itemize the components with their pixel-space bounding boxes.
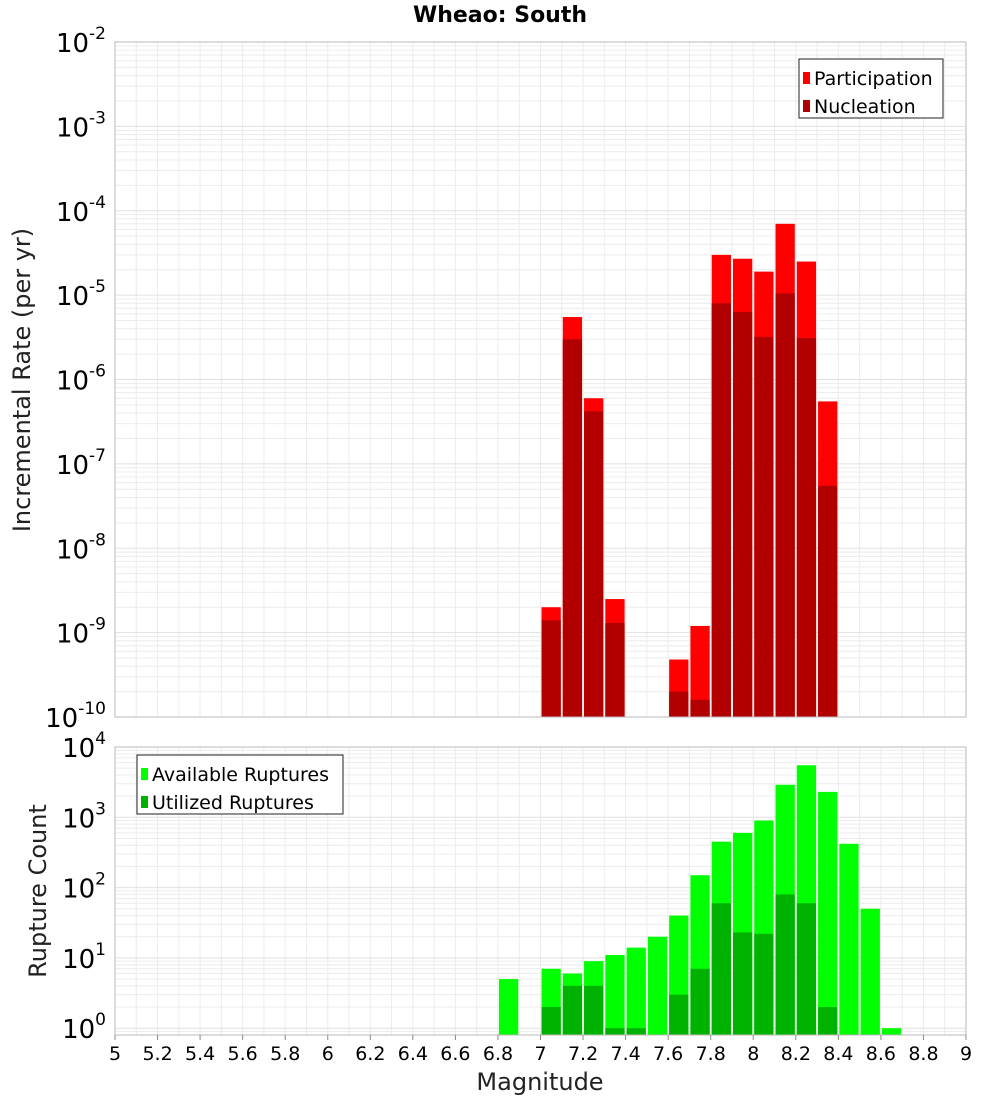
- top-bar-nucleation: [562, 339, 583, 717]
- x-tick-label: 8.2: [781, 1043, 811, 1065]
- top-y-tick-label: 10-10: [45, 699, 106, 734]
- top-y-tick-label: 10-9: [56, 615, 106, 650]
- x-tick-label: 6: [322, 1043, 334, 1065]
- x-tick-label: 8.6: [866, 1043, 896, 1065]
- bottom-bar-available-ruptures: [818, 791, 838, 1035]
- bottom-y-tick-label: 104: [62, 729, 106, 764]
- top-legend-swatch: [803, 72, 810, 84]
- bottom-legend: Available Ruptures Utilized Ruptures: [136, 754, 344, 815]
- bottom-y-axis-label: Rupture Count: [24, 804, 52, 978]
- top-y-axis-label: Incremental Rate (per yr): [8, 228, 36, 532]
- bottom-bar-available-ruptures: [881, 1028, 902, 1035]
- top-bar-nucleation: [732, 312, 753, 717]
- bottom-legend-box: [136, 754, 344, 815]
- x-tick-label: 5.2: [142, 1043, 172, 1065]
- x-tick-label: 8.4: [823, 1043, 853, 1065]
- bottom-legend-swatch: [141, 768, 148, 780]
- top-legend: Participation Nucleation: [798, 58, 944, 119]
- top-bar-nucleation: [690, 699, 710, 717]
- top-y-tick-label: 10-3: [56, 108, 106, 143]
- bottom-bar-available-ruptures: [647, 936, 668, 1035]
- bottom-bar-utilized-ruptures: [754, 933, 774, 1035]
- bottom-bar-utilized-ruptures: [626, 1028, 646, 1035]
- x-axis-label: Magnitude: [476, 1068, 603, 1096]
- top-y-tick-label: 10-4: [56, 193, 106, 228]
- bottom-bar-available-ruptures: [839, 843, 859, 1035]
- top-bar-nucleation: [605, 623, 625, 717]
- bottom-legend-swatch: [141, 796, 148, 808]
- x-tick-label: 7: [534, 1043, 546, 1065]
- top-bar-nucleation: [669, 691, 689, 717]
- bottom-y-tick-label: 103: [62, 799, 106, 834]
- top-legend-box: [798, 58, 944, 119]
- bottom-y-tick-label: 101: [62, 940, 106, 975]
- top-y-tick-label: 10-7: [56, 446, 106, 481]
- top-bar-nucleation: [754, 336, 774, 717]
- bottom-bar-utilized-ruptures: [562, 985, 583, 1035]
- x-tick-label: 6.4: [398, 1043, 428, 1065]
- top-bar-nucleation: [584, 411, 604, 717]
- top-y-tick-label: 10-5: [56, 277, 106, 312]
- x-tick-label: 5.6: [228, 1043, 258, 1065]
- top-legend-swatch: [803, 100, 810, 112]
- bottom-y-tick-label: 100: [62, 1010, 106, 1045]
- bottom-bar-utilized-ruptures: [711, 903, 731, 1035]
- x-tick-label: 5.8: [270, 1043, 300, 1065]
- bottom-bar-available-ruptures: [626, 947, 646, 1035]
- bottom-bar-utilized-ruptures: [605, 1028, 625, 1035]
- top-plot-frame: [114, 41, 967, 718]
- top-bar-participation: [690, 625, 710, 717]
- top-legend-label: Nucleation: [814, 96, 916, 118]
- x-tick-label: 6.2: [355, 1043, 385, 1065]
- bottom-bar-utilized-ruptures: [818, 1007, 838, 1035]
- top-y-axis-ticks: 10-2 10-3 10-4 10-5 10-6 10-7 10-8 10-9 10-10: [45, 24, 106, 734]
- top-bar-nucleation: [711, 303, 731, 717]
- bottom-bar-utilized-ruptures: [690, 968, 710, 1035]
- top-y-tick-label: 10-6: [56, 362, 106, 397]
- x-tick-label: 7.8: [696, 1043, 726, 1065]
- bottom-bar-utilized-ruptures: [775, 894, 795, 1035]
- x-tick-label: 7.2: [568, 1043, 598, 1065]
- bottom-bars: [498, 765, 902, 1035]
- top-gridlines: [114, 42, 967, 718]
- x-tick-label: 6.8: [483, 1043, 513, 1065]
- top-bar-nucleation: [796, 338, 817, 717]
- x-tick-label: 7.6: [653, 1043, 683, 1065]
- top-bars: [541, 223, 838, 717]
- x-tick-label: 9: [960, 1043, 972, 1065]
- x-tick-label: 5: [109, 1043, 121, 1065]
- x-tick-label: 6.6: [440, 1043, 470, 1065]
- top-bar-nucleation: [775, 293, 795, 717]
- bottom-bar-utilized-ruptures: [732, 932, 753, 1035]
- bottom-bar-available-ruptures: [860, 908, 880, 1035]
- bottom-legend-label: Available Ruptures: [152, 764, 329, 786]
- bottom-bar-available-ruptures: [605, 954, 625, 1035]
- bottom-bar-utilized-ruptures: [669, 994, 689, 1035]
- x-tick-label: 8.8: [908, 1043, 938, 1065]
- x-tick-label: 8: [747, 1043, 759, 1065]
- bottom-y-axis-ticks: 104 103 102 101 100: [62, 729, 106, 1045]
- top-legend-label: Participation: [814, 68, 933, 90]
- bottom-bar-utilized-ruptures: [584, 985, 604, 1035]
- chart-title: Wheao: South: [413, 3, 587, 28]
- bottom-bar-utilized-ruptures: [541, 1007, 561, 1035]
- top-bar-nucleation: [541, 620, 561, 717]
- top-y-tick-label: 10-2: [56, 24, 106, 59]
- x-tick-label: 5.4: [185, 1043, 215, 1065]
- bottom-bar-available-ruptures: [498, 979, 519, 1035]
- bottom-y-tick-label: 102: [62, 870, 106, 905]
- x-tick-label: 7.4: [610, 1043, 640, 1065]
- top-bar-nucleation: [818, 485, 838, 717]
- bottom-legend-label: Utilized Ruptures: [152, 792, 314, 814]
- top-y-tick-label: 10-8: [56, 530, 106, 565]
- x-axis-ticks: 5 5.2 5.4 5.6 5.8 6 6.2 6.4 6.6 6.8 7 7.2 7.4 7.6 7.8 8…: [109, 1035, 972, 1065]
- bottom-bar-utilized-ruptures: [796, 903, 817, 1035]
